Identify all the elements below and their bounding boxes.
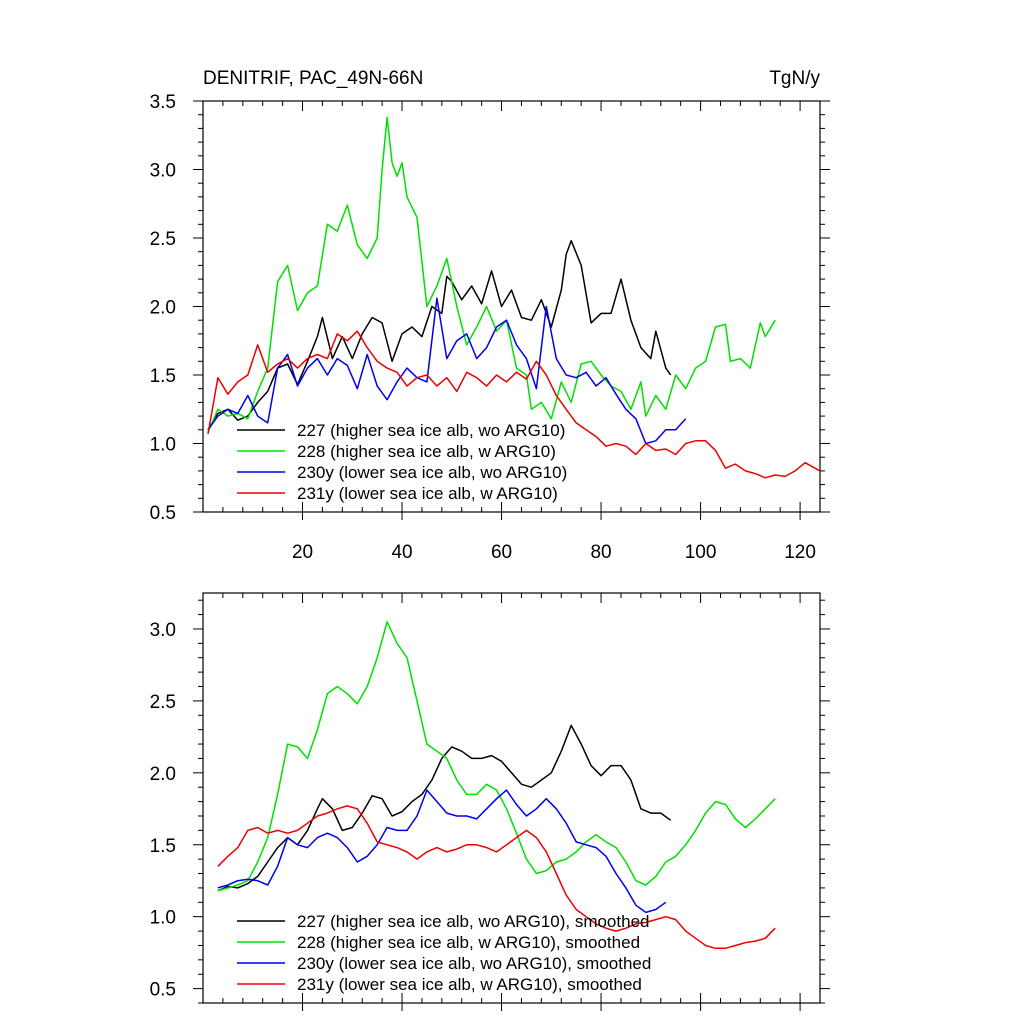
chart-title: DENITRIF, PAC_49N-66N [203,68,423,89]
legend-entry: 227 (higher sea ice alb, wo ARG10) [297,421,565,440]
y-tick-label: 0.5 [150,503,176,524]
x-tick-label: 40 [391,542,412,563]
legend-entry: 230y (lower sea ice alb, wo ARG10) [297,463,567,482]
series-line-2 [207,297,687,445]
legend-entry: 228 (higher sea ice alb, w ARG10) [297,442,556,461]
bottom-panel: 0.5 1.0 1.5 2.0 2.5 3.0 227 (higher sea ice al… [150,592,830,1011]
series-line-3 [217,805,776,950]
legend-entry: 230y (lower sea ice alb, wo ARG10), smoo… [297,954,651,973]
legend-entry: 231y (lower sea ice alb, w ARG10), smoot… [297,975,642,994]
x-tick-label: 60 [491,542,512,563]
series-line-0 [207,239,672,431]
x-tick-label: 20 [292,542,313,563]
series-line-1 [207,116,776,433]
y-tick-label: 0.5 [150,980,176,1001]
y-tick-label: 1.0 [150,908,176,929]
y-tick-label: 1.5 [150,366,176,387]
x-tick-label: 120 [784,542,816,563]
series-line-1 [217,621,776,892]
y-tick-label: 3.0 [150,161,176,182]
y-tick-label: 1.0 [150,435,176,456]
y-tick-label: 3.0 [150,620,176,641]
units-label: TgN/y [769,68,820,89]
y-tick-label: 2.0 [150,298,176,319]
top-panel: 20 40 60 80 100 120 0.5 1.0 1.5 2.0 2.5 3.0 3.5 227 (… [150,92,830,563]
legend-entry: 228 (higher sea ice alb, w ARG10), smoot… [297,933,640,952]
legend-entry: 231y (lower sea ice alb, w ARG10) [297,484,558,503]
y-tick-label: 2.5 [150,692,176,713]
x-tick-label: 80 [590,542,611,563]
plot-frame [202,592,821,1004]
y-tick-label: 1.5 [150,836,176,857]
y-tick-label: 2.5 [150,229,176,250]
series-line-2 [217,789,667,914]
x-tick-label: 100 [685,542,717,563]
series-line-3 [207,330,820,479]
y-tick-label: 3.5 [150,92,176,113]
legend-entry: 227 (higher sea ice alb, wo ARG10), smoo… [297,912,649,931]
y-tick-label: 2.0 [150,764,176,785]
